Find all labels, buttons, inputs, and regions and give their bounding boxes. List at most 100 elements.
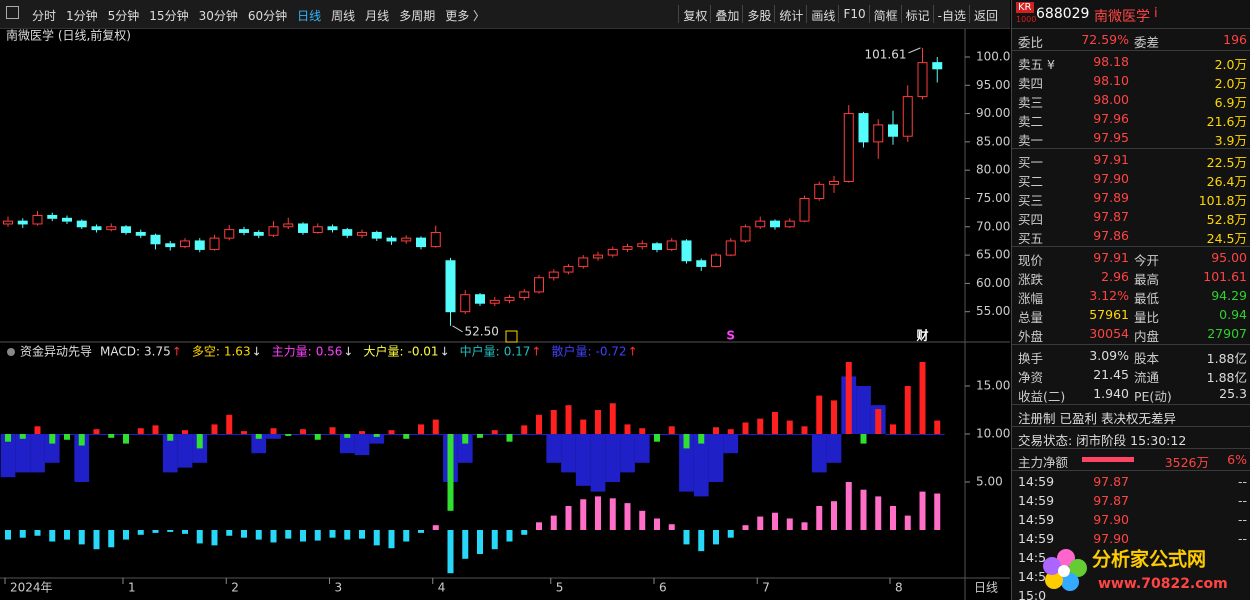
tool-button[interactable]: -自选	[937, 9, 966, 23]
quote-cell: 27907	[1207, 326, 1247, 341]
indicator-bar	[447, 434, 454, 511]
quote-section: 14:59 97.87 -- 14:59 97.87 -- 14:59 97.90 -- 14:5…	[1012, 471, 1250, 600]
quote-cell: 买一	[1018, 155, 1044, 170]
indicator-bar	[137, 530, 144, 535]
indicator-bar	[5, 530, 11, 540]
indicator-bar	[270, 428, 277, 434]
period-tab[interactable]: 1分钟	[66, 9, 98, 23]
tool-button[interactable]: 简框	[873, 9, 898, 23]
indicator-bar	[196, 434, 203, 449]
tool-button[interactable]: 画线	[811, 9, 836, 23]
readout-value: 0.56	[316, 345, 343, 359]
tool-button[interactable]: 标记	[905, 9, 930, 23]
stock-name: 南微医学	[1094, 9, 1150, 25]
candle-body	[165, 243, 176, 248]
x-tick-label: 5	[556, 581, 564, 595]
quote-cell: 14:59	[1018, 474, 1055, 489]
indicator-bar	[266, 434, 281, 439]
quote-cell: 涨幅	[1018, 291, 1044, 306]
indicator-bar	[491, 530, 498, 550]
indicator-bar	[241, 530, 247, 538]
indicator-bar	[742, 525, 749, 530]
candle-body	[32, 214, 43, 225]
quote-row: 卖三 98.00 6.9万	[1012, 90, 1250, 110]
indicator-bar	[285, 434, 292, 436]
indicator-bar	[668, 426, 675, 434]
indicator-bar	[167, 434, 174, 441]
period-tab[interactable]: 分时	[32, 9, 57, 23]
quote-cell: 3526万	[1164, 455, 1209, 470]
indicator-bar	[44, 434, 60, 463]
indicator-bar	[300, 530, 306, 542]
period-tab[interactable]: 5分钟	[107, 9, 140, 23]
period-tab[interactable]: 15分钟	[149, 9, 189, 23]
indicator-bar	[148, 434, 163, 435]
indicator-bar	[590, 434, 606, 492]
x-tick-label: 8	[895, 581, 903, 595]
tool-button[interactable]: 统计	[779, 9, 804, 23]
quote-cell: 97.90	[1093, 171, 1129, 186]
candle-body	[475, 294, 485, 304]
indicator-bar	[752, 434, 768, 435]
y-tick-label: 5.00	[976, 475, 1003, 489]
indicator-bar	[885, 434, 901, 435]
indicator-bar	[89, 434, 104, 435]
tool-button[interactable]: 复权	[683, 9, 708, 23]
window-icon	[6, 6, 19, 19]
tool-button[interactable]: 多股	[747, 9, 772, 23]
quote-cell: 净资	[1018, 370, 1044, 385]
tool-separator	[774, 5, 776, 23]
x-tick-label: 3	[335, 581, 343, 595]
indicator-bar	[609, 498, 616, 530]
quote-cell: 买四	[1018, 212, 1044, 227]
tool-button[interactable]: 叠加	[715, 9, 740, 23]
quote-cell: 14:59	[1018, 493, 1055, 508]
chart-bg	[0, 29, 1010, 600]
indicator-bar	[78, 530, 85, 545]
period-tab[interactable]: 周线	[331, 9, 356, 23]
readout-value: -0.01	[408, 345, 439, 359]
quote-cell: 卖五 ¥	[1018, 57, 1055, 72]
y-tick-label: 15.00	[976, 379, 1010, 393]
candle-body	[917, 62, 928, 98]
info-icon[interactable]: i	[1154, 6, 1158, 21]
indicator-bar	[49, 530, 56, 542]
period-tab[interactable]: 更多 〉	[445, 9, 486, 23]
y-tick-label: 10.00	[976, 427, 1010, 441]
indicator-bar	[108, 530, 115, 548]
petal	[1069, 559, 1087, 577]
indicator-bar	[177, 434, 193, 468]
candle-body	[725, 240, 736, 256]
candle-body	[150, 234, 161, 245]
tool-button[interactable]: F10	[843, 7, 866, 21]
quote-cell: 97.90	[1093, 512, 1129, 527]
indicator-bar	[15, 434, 31, 473]
candle-body	[799, 197, 810, 222]
quote-cell: 14:5	[1018, 550, 1047, 565]
indicator-bar	[860, 434, 867, 444]
indicator-bar	[30, 434, 45, 473]
quote-row: 14:59 97.87 --	[1012, 491, 1250, 510]
period-tab[interactable]: 30分钟	[198, 9, 238, 23]
period-tab[interactable]: 60分钟	[247, 9, 288, 23]
candle-body	[371, 231, 382, 239]
period-tab[interactable]: 多周期	[399, 9, 436, 23]
indicator-bar	[624, 424, 631, 434]
quote-cell: 21.45	[1093, 367, 1129, 382]
quote-cell: 97.87	[1093, 209, 1129, 224]
quote-row: 涨跌 2.96 最高 101.61	[1012, 267, 1250, 287]
period-tab[interactable]: 日线	[297, 9, 322, 23]
indicator-bar	[934, 420, 941, 434]
readout-value: 0.17	[504, 345, 531, 359]
indicator-bar	[207, 434, 222, 435]
quote-cell: 卖一	[1018, 133, 1044, 148]
indicator-bar	[64, 434, 70, 440]
indicator-bar	[196, 530, 203, 544]
quote-row: 14:5	[1012, 548, 1250, 567]
indicator-bar	[550, 515, 557, 530]
readout-label: 主力量:	[272, 345, 312, 359]
indicator-bar	[786, 518, 793, 530]
candle-body	[76, 220, 87, 228]
period-tab[interactable]: 月线	[365, 9, 390, 23]
tool-button[interactable]: 返回	[973, 9, 998, 23]
